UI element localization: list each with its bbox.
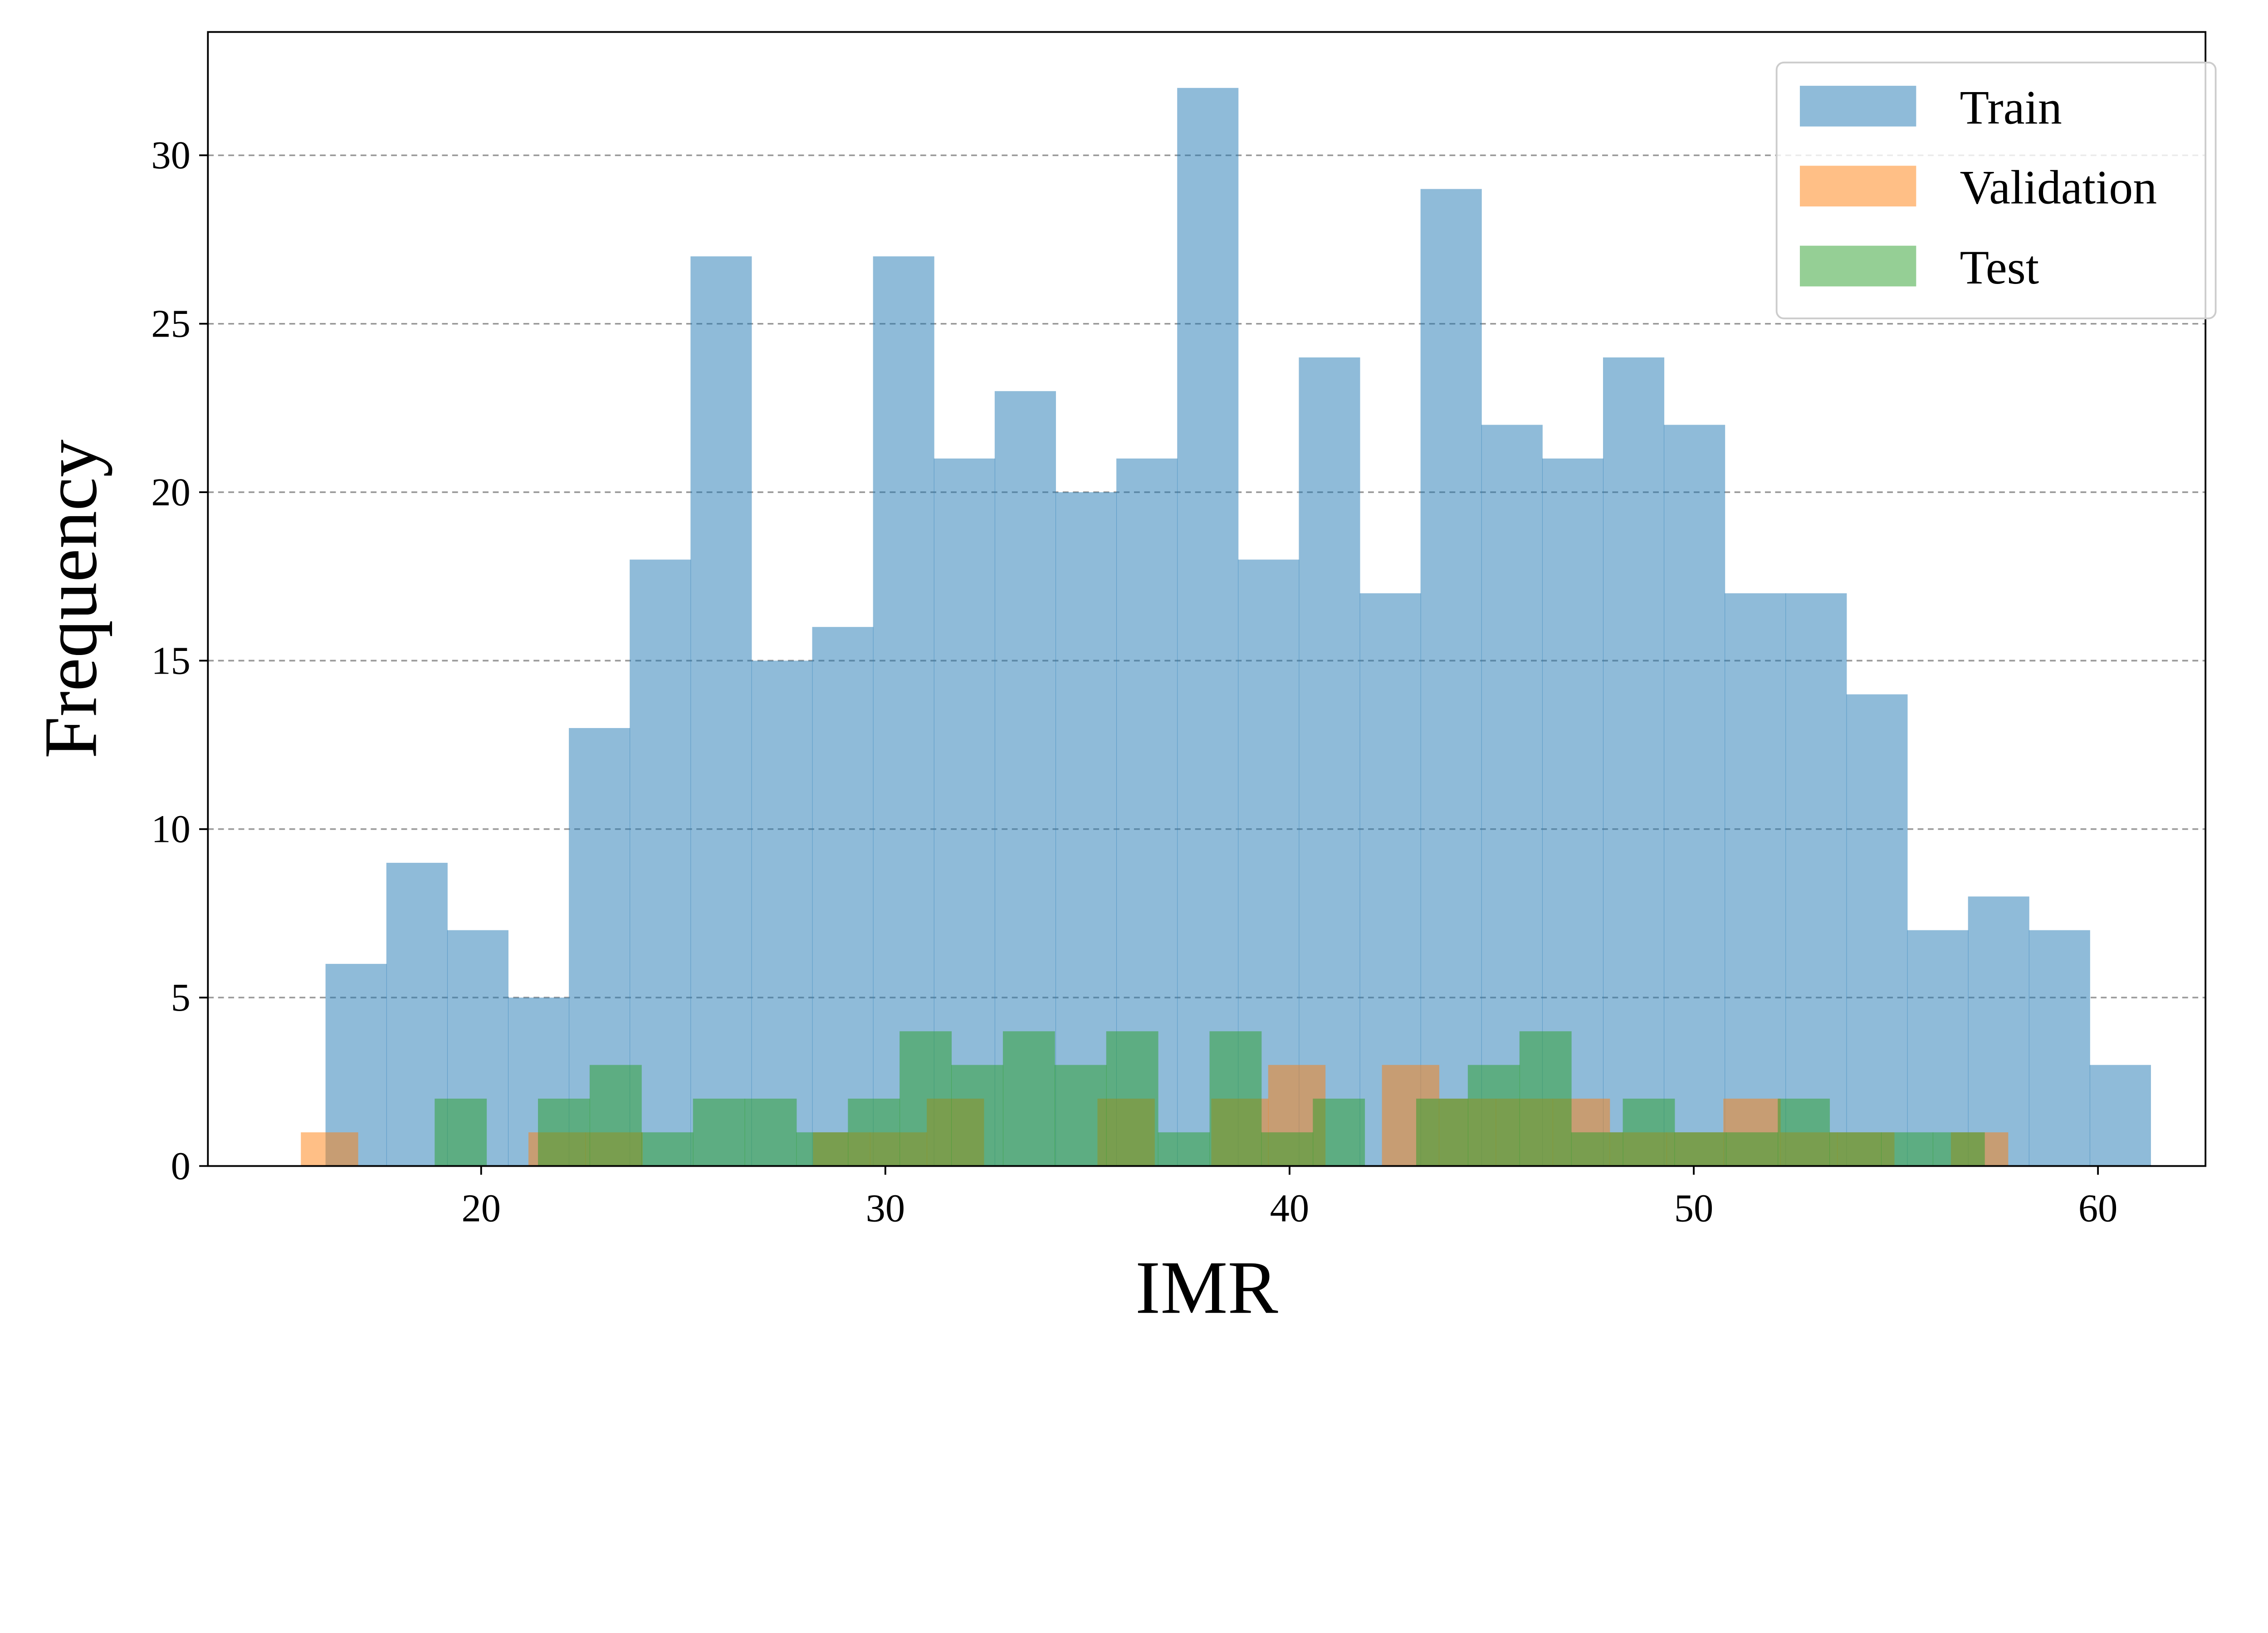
- legend-swatch-test: [1799, 245, 1916, 287]
- bar-train: [1907, 930, 1969, 1166]
- y-tick-label: 0: [171, 1144, 191, 1188]
- bar-test: [796, 1132, 849, 1166]
- legend: Train Validation Test: [1775, 61, 2217, 319]
- bar-test: [641, 1132, 694, 1166]
- bar-test: [1054, 1065, 1107, 1166]
- legend-label-train: Train: [1960, 81, 2062, 134]
- x-tick-label: 50: [1674, 1186, 1714, 1230]
- bar-train: [690, 256, 752, 1166]
- bar-test: [1313, 1098, 1365, 1166]
- y-tick-label: 10: [151, 807, 191, 851]
- bar-test: [435, 1098, 487, 1166]
- histogram-chart: 0 5 10 15 20 25 30 20 30 40 50 60 IMR Frequency Tra…: [29, 31, 2217, 1330]
- bar-train: [1785, 593, 1847, 1166]
- bar-test: [899, 1031, 952, 1166]
- bar-train: [2089, 1065, 2151, 1166]
- bar-test: [848, 1098, 900, 1166]
- bar-train: [2028, 930, 2090, 1166]
- bar-test: [1158, 1132, 1210, 1166]
- bar-train: [1177, 88, 1239, 1166]
- bar-test: [1467, 1065, 1520, 1166]
- bar-test: [1829, 1132, 1882, 1166]
- y-tick-label: 20: [151, 470, 191, 514]
- bar-test: [1519, 1031, 1572, 1166]
- y-axis-label: Frequency: [29, 440, 113, 758]
- axes-frame: [207, 31, 2207, 1167]
- y-tick-label: 25: [151, 302, 191, 346]
- bar-test: [1726, 1132, 1779, 1166]
- bar-test: [1623, 1098, 1675, 1166]
- bar-test: [1416, 1098, 1468, 1166]
- bar-validation: [301, 1132, 358, 1166]
- x-tick-label: 40: [1270, 1186, 1310, 1230]
- legend-label-validation: Validation: [1960, 161, 2157, 214]
- bar-test: [693, 1098, 745, 1166]
- legend-swatch-train: [1799, 86, 1916, 127]
- y-tick-label: 5: [171, 976, 191, 1019]
- bar-test: [589, 1065, 642, 1166]
- bar-test: [1778, 1098, 1830, 1166]
- bar-train: [812, 627, 874, 1166]
- bar-test: [1002, 1031, 1055, 1166]
- y-tick-label: 15: [151, 639, 191, 682]
- bar-test: [1106, 1031, 1158, 1166]
- axis-ticks: 0 5 10 15 20 25 30 20 30 40 50 60: [151, 133, 2117, 1230]
- bar-train: [1664, 425, 1725, 1166]
- bar-test: [1261, 1132, 1314, 1166]
- bar-train: [751, 660, 813, 1166]
- x-axis-label: IMR: [1135, 1246, 1278, 1330]
- bar-test: [1674, 1132, 1727, 1166]
- x-tick-label: 30: [866, 1186, 905, 1230]
- bar-train: [1725, 593, 1786, 1166]
- bar-train: [1420, 189, 1482, 1166]
- bar-train: [873, 256, 934, 1166]
- bar-test: [1571, 1132, 1623, 1166]
- bar-test: [1209, 1031, 1262, 1166]
- bar-test: [1932, 1132, 1985, 1166]
- bar-test: [538, 1098, 590, 1166]
- bar-train: [1846, 694, 1908, 1166]
- bar-test: [1881, 1132, 1933, 1166]
- bar-train: [1968, 896, 2029, 1166]
- legend-items: Train Validation Test: [1799, 81, 2157, 294]
- legend-label-test: Test: [1960, 241, 2039, 294]
- bar-train: [1603, 357, 1665, 1166]
- x-tick-label: 60: [2078, 1186, 2118, 1230]
- bar-test: [744, 1098, 797, 1166]
- y-tick-label: 30: [151, 133, 191, 177]
- x-tick-label: 20: [461, 1186, 501, 1230]
- bar-test: [951, 1065, 1003, 1166]
- histogram-bars: [301, 88, 2151, 1166]
- bar-train: [1299, 357, 1360, 1166]
- legend-swatch-validation: [1799, 166, 1916, 207]
